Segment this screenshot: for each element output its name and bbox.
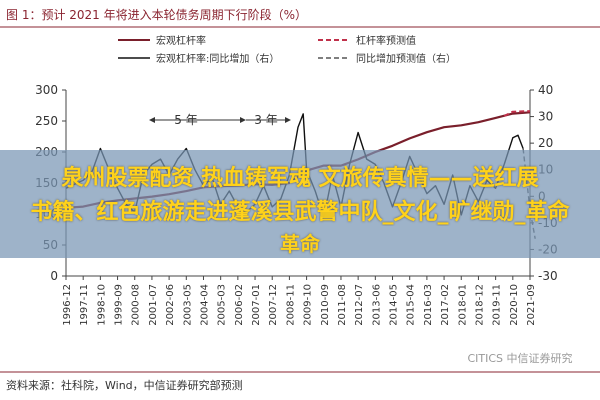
- right-tick-label-0: -30: [538, 269, 558, 283]
- x-tick-label-10: 2006-02: [234, 284, 245, 326]
- right-tick-label-2: -10: [538, 216, 558, 230]
- legend-label-leverage: 宏观杠杆率: [156, 34, 206, 47]
- series-line-1: [503, 110, 531, 117]
- chart-title: 图 1：预计 2021 年将进入本轮债务周期下行阶段（%）: [6, 7, 307, 22]
- x-tick-label-13: 2008-11: [285, 284, 296, 326]
- x-tick-label-22: 2017-02: [440, 284, 451, 326]
- x-tick-label-21: 2016-03: [423, 284, 434, 326]
- left-tick-label-5: 250: [35, 114, 58, 128]
- series-line-2: [65, 113, 524, 219]
- x-tick-label-8: 2004-04: [199, 284, 210, 326]
- right-tick-label-6: 30: [538, 110, 553, 124]
- legend-label-yoy: 宏观杠杆率:同比增加（右）: [156, 52, 279, 65]
- x-tick-label-1: 1997-11: [79, 284, 90, 326]
- x-tick-label-6: 2002-06: [165, 284, 176, 326]
- x-tick-label-0: 1996-12: [62, 284, 73, 326]
- annotation-3-years: 3 年: [254, 113, 277, 127]
- annotation-5-years: 5 年: [174, 113, 197, 127]
- series-line-3: [522, 148, 536, 239]
- left-tick-label-4: 200: [35, 145, 58, 159]
- x-tick-label-17: 2012-07: [354, 284, 365, 326]
- x-tick-label-5: 2001-07: [148, 284, 159, 326]
- x-tick-label-19: 2014-05: [389, 284, 400, 326]
- x-tick-label-20: 2015-04: [406, 284, 417, 326]
- right-tick-label-1: -20: [538, 242, 558, 256]
- left-tick-label-1: 50: [43, 238, 58, 252]
- x-tick-label-11: 2007-01: [251, 284, 262, 326]
- right-tick-label-5: 20: [538, 136, 553, 150]
- left-tick-label-2: 100: [35, 207, 58, 221]
- legend-label-yoy-forecast: 同比增加预测值（右）: [356, 52, 456, 65]
- right-tick-label-3: 0: [538, 189, 546, 203]
- x-tick-label-4: 2000-08: [131, 284, 142, 326]
- cycle-annotations: 5 年 3 年: [149, 113, 291, 127]
- x-tick-label-2: 1998-10: [96, 284, 107, 326]
- x-tick-label-23: 2018-01: [457, 284, 468, 326]
- right-tick-label-7: 40: [538, 83, 553, 97]
- watermark: CITICS 中信证券研究: [467, 351, 572, 365]
- x-tick-label-18: 2013-06: [371, 284, 382, 326]
- left-tick-label-0: 0: [50, 269, 58, 283]
- x-tick-label-26: 2020-10: [509, 284, 520, 326]
- x-tick-label-12: 2007-12: [268, 284, 279, 326]
- right-tick-label-4: 10: [538, 163, 553, 177]
- x-tick-label-9: 2005-03: [217, 284, 228, 326]
- x-tick-label-7: 2003-05: [182, 284, 193, 326]
- x-tick-label-16: 2011-08: [337, 284, 348, 326]
- legend-label-leverage-forecast: 杠杆率预测值: [356, 34, 416, 47]
- x-tick-label-14: 2009-10: [303, 284, 314, 326]
- legend: 宏观杠杆率 杠杆率预测值 宏观杠杆率:同比增加（右） 同比增加预测值（右）: [118, 34, 456, 65]
- x-tick-label-27: 2021-09: [526, 284, 537, 326]
- left-tick-label-3: 150: [35, 176, 58, 190]
- source-note: 资料来源：社科院，Wind，中信证券研究部预测: [6, 378, 243, 392]
- x-tick-label-25: 2019-11: [492, 284, 503, 326]
- left-tick-label-6: 300: [35, 83, 58, 97]
- x-tick-label-24: 2018-12: [474, 284, 485, 326]
- x-tick-label-3: 1999-09: [114, 284, 125, 326]
- x-tick-label-15: 2010-09: [320, 284, 331, 326]
